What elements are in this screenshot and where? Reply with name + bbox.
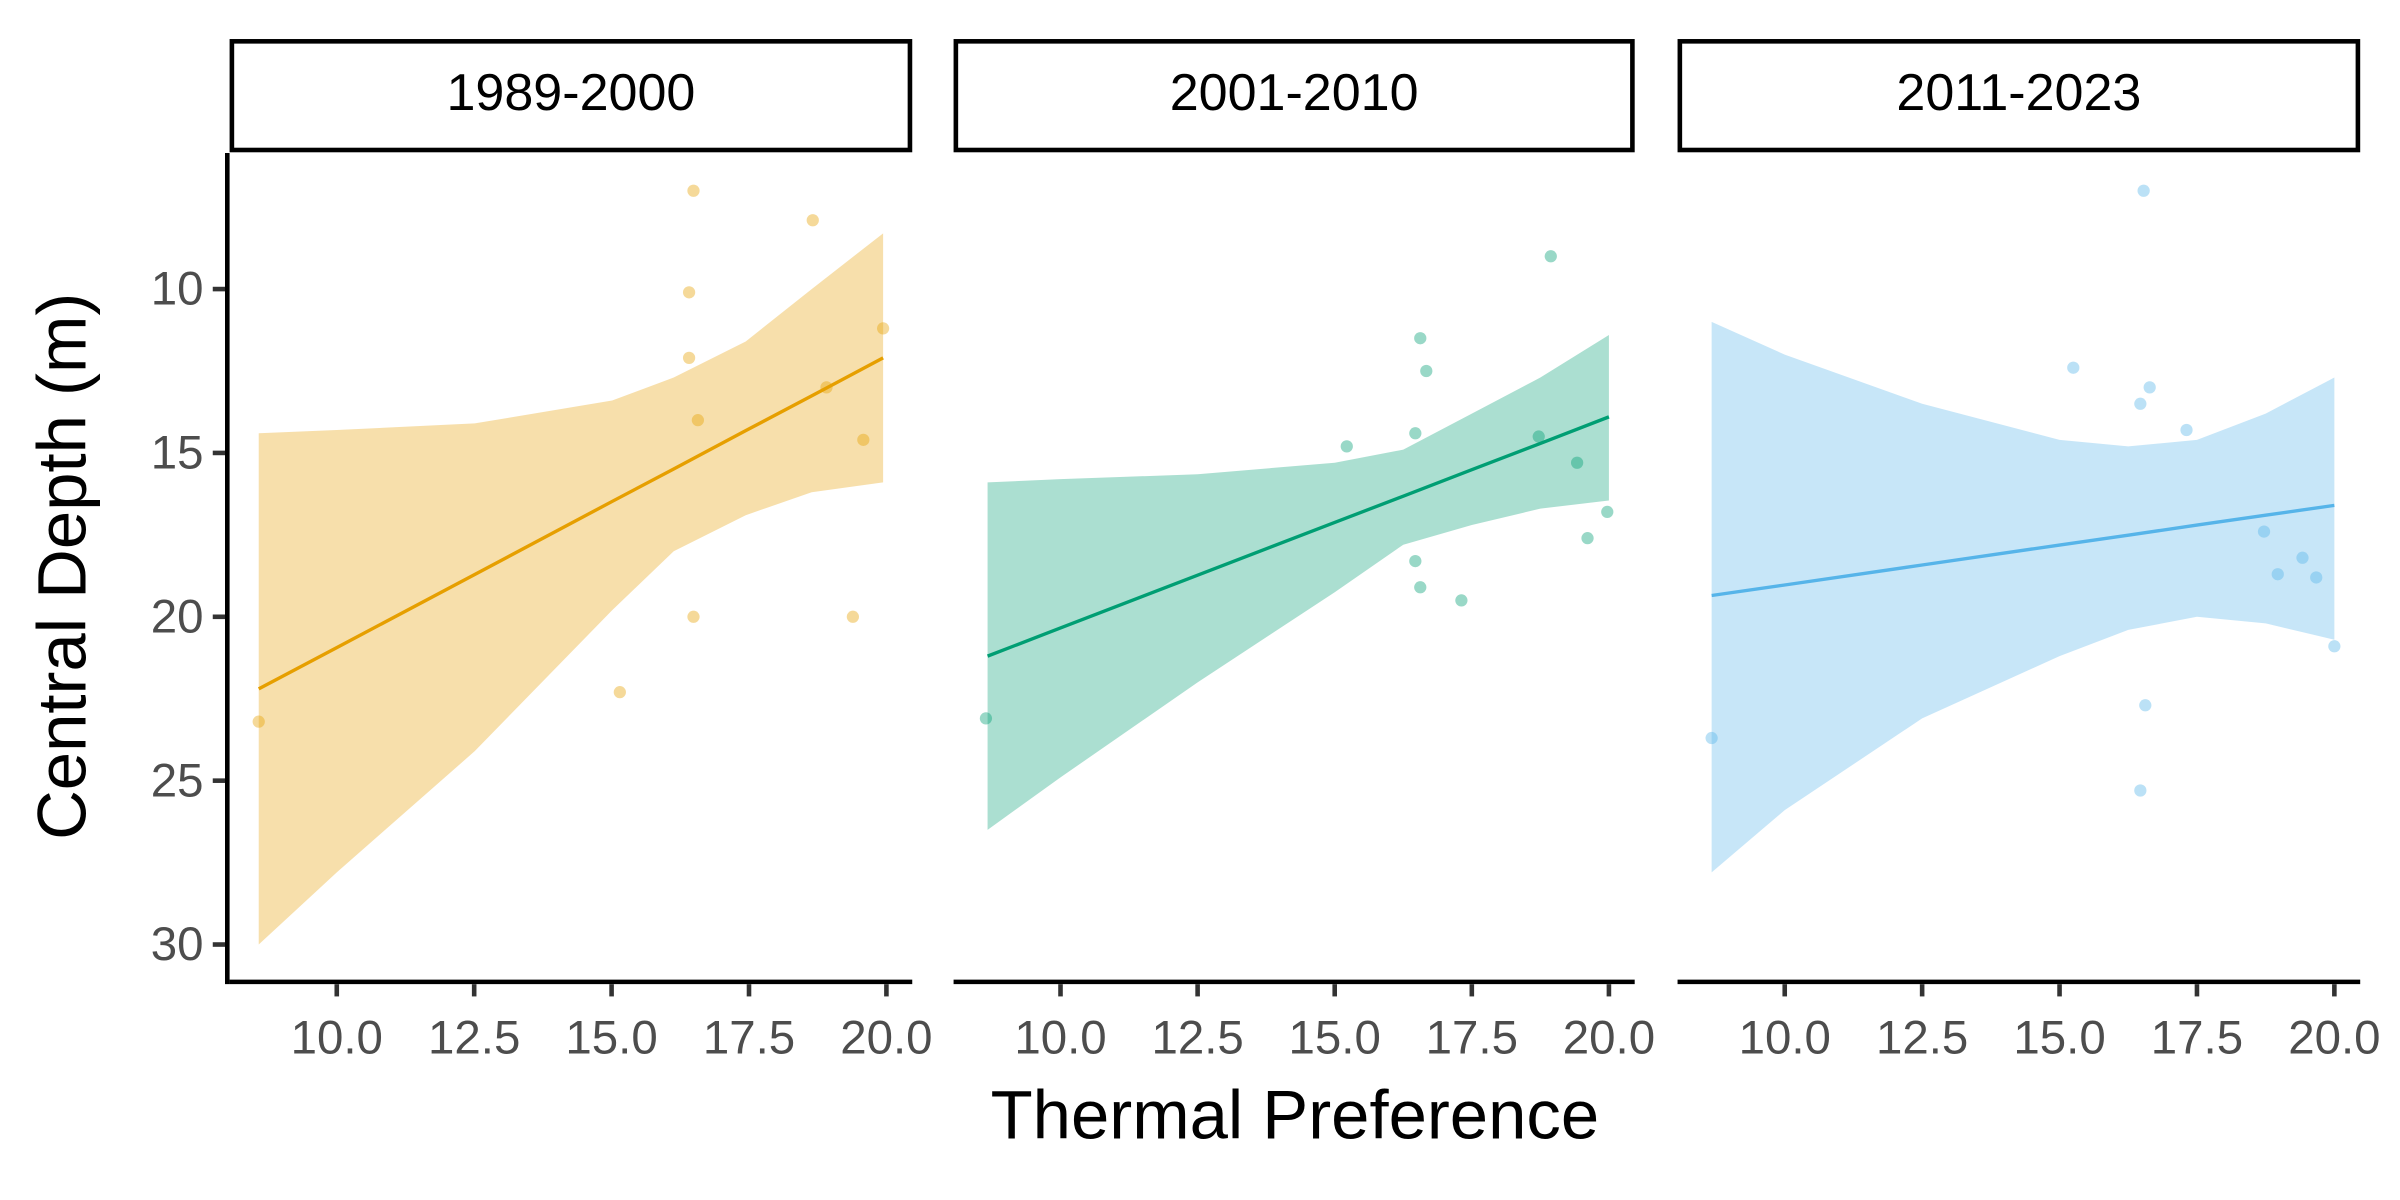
fit-line (986, 415, 1610, 658)
x-tick-label: 10.0 (291, 1011, 383, 1064)
data-point (1414, 581, 1427, 594)
strip-title: 1989-2000 (447, 64, 696, 122)
data-point (1340, 440, 1353, 453)
data-point (687, 184, 700, 197)
x-tick-label: 15.0 (1289, 1011, 1381, 1064)
data-point (846, 610, 860, 623)
x-tick-label: 12.5 (1876, 1011, 1968, 1064)
data-point (1409, 554, 1422, 568)
data-point (1705, 731, 1718, 745)
data-point (806, 214, 819, 227)
data-point (2180, 423, 2193, 437)
y-tick-label: 25 (151, 754, 204, 807)
data-point (876, 322, 890, 335)
y-tick-label: 20 (151, 590, 204, 643)
y-axis-title: Central Depth (m) (24, 293, 101, 840)
x-tick-label: 15.0 (2013, 1011, 2105, 1064)
data-point (2134, 397, 2147, 410)
data-point (2271, 568, 2284, 581)
data-point (2143, 381, 2156, 394)
data-point (1581, 532, 1594, 545)
x-tick-label: 12.5 (1151, 1011, 1243, 1064)
data-point (682, 286, 696, 299)
data-point (1544, 250, 1557, 263)
data-point (979, 712, 993, 725)
x-tick-label: 17.5 (703, 1011, 795, 1064)
data-point (1570, 456, 1584, 469)
data-point (857, 433, 870, 446)
confidence-band (258, 233, 884, 945)
confidence-band (1711, 321, 2335, 873)
strip (229, 39, 913, 153)
fit-line (257, 356, 884, 691)
x-tick-label: 15.0 (565, 1011, 657, 1064)
data-point (687, 610, 700, 623)
y-tick-label: 30 (151, 918, 204, 971)
data-point (682, 351, 696, 365)
data-point (691, 414, 705, 427)
x-tick-label: 17.5 (2151, 1011, 2243, 1064)
data-point (2139, 699, 2152, 712)
strip-title: 2001-2010 (1170, 64, 1419, 122)
y-tick-label: 10 (151, 263, 204, 316)
x-tick-label: 20.0 (840, 1011, 932, 1064)
data-point (2257, 525, 2271, 538)
x-tick-label: 20.0 (2288, 1011, 2380, 1064)
strip (1677, 39, 2361, 153)
data-point (2134, 784, 2147, 797)
data-point (1414, 332, 1427, 345)
x-tick-label: 10.0 (1739, 1011, 1831, 1064)
data-point (1532, 430, 1545, 443)
x-tick-label: 12.5 (428, 1011, 520, 1064)
data-point (2296, 551, 2309, 564)
data-point (252, 715, 265, 728)
x-tick-label: 10.0 (1014, 1011, 1106, 1064)
data-point (1420, 364, 1433, 378)
data-point (1455, 594, 1468, 607)
data-point (2328, 640, 2341, 653)
data-point (2137, 184, 2150, 197)
y-tick-label: 15 (151, 427, 204, 480)
fit-line (1711, 503, 2335, 598)
strip-title: 2011-2023 (1896, 64, 2141, 122)
data-point (1601, 505, 1614, 519)
x-tick-label: 17.5 (1426, 1011, 1518, 1064)
data-point (2310, 571, 2323, 584)
data-point (1409, 427, 1422, 440)
x-axis-title: Thermal Preference (991, 1077, 1600, 1154)
confidence-band (987, 334, 1609, 830)
data-point (2067, 361, 2080, 374)
strip (953, 39, 1635, 153)
x-tick-label: 20.0 (1563, 1011, 1655, 1064)
data-point (613, 686, 626, 699)
